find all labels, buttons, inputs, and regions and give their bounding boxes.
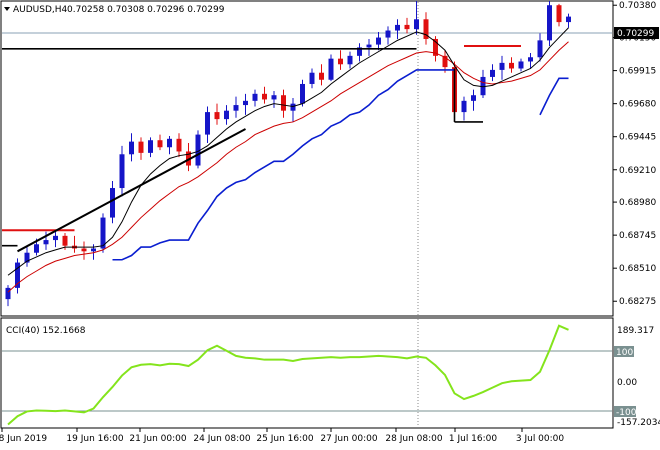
bear-candle <box>138 141 144 153</box>
cci-level-minus100-text: -100 <box>616 408 637 418</box>
cci-level-100-badge <box>614 346 634 357</box>
bear-candle <box>281 95 286 111</box>
bear-candle <box>319 72 324 80</box>
cci-line <box>7 324 569 426</box>
bull-candle <box>119 154 125 189</box>
bear-candle <box>338 58 343 65</box>
bull-candle <box>224 110 229 120</box>
bull-candle <box>518 61 524 69</box>
bull-candle <box>34 244 39 253</box>
symbol-dropdown-icon[interactable] <box>4 7 10 11</box>
bull-candle <box>395 24 400 31</box>
time-tick-label: 19 Jun 16:00 <box>66 434 123 444</box>
bull-candle <box>566 16 571 23</box>
bull-candle <box>461 100 467 113</box>
bull-candle <box>167 138 172 148</box>
bull-candle <box>205 112 210 135</box>
cci-min-label: -157.2034 <box>617 418 660 428</box>
bull-candle <box>471 95 476 101</box>
fast-moving-average-line <box>7 27 569 276</box>
bull-candle <box>271 95 277 100</box>
cci-indicator-label: CCI(40) 152.1668 <box>6 326 86 336</box>
bull-candle <box>24 252 30 263</box>
bull-candle <box>376 37 381 45</box>
bear-candle <box>509 62 514 69</box>
bull-candle <box>357 47 362 56</box>
bear-candle <box>556 5 562 23</box>
price-tick-label: 0.68510 <box>619 264 656 274</box>
time-tick-label: 27 Jun 00:00 <box>320 434 377 444</box>
bull-candle <box>53 235 58 241</box>
current-price-badge-text: 0.70299 <box>617 29 654 39</box>
bear-candle <box>404 24 410 30</box>
bull-candle <box>328 58 334 80</box>
time-tick-label: 25 Jun 16:00 <box>256 434 313 444</box>
bull-candle <box>110 188 115 218</box>
bull-candle <box>195 134 201 166</box>
bear-candle <box>433 38 438 56</box>
cci-level-100-text: 100 <box>616 348 633 358</box>
price-tick-label: 0.68980 <box>619 198 656 208</box>
price-tick-label: 0.69210 <box>619 166 656 176</box>
bull-candle <box>43 240 49 245</box>
bull-candle <box>15 262 20 288</box>
price-tick-label: 0.68745 <box>619 231 656 241</box>
time-tick-label: 1 Jul 16:00 <box>449 434 498 444</box>
bear-candle <box>157 140 163 148</box>
trendline-support <box>17 128 246 253</box>
ohlc-readout: 0.70258 0.70308 0.70296 0.70299 <box>67 5 225 15</box>
time-tick-label: 28 Jun 08:00 <box>385 434 442 444</box>
symbol-timeframe-label: AUDUSD,H4 <box>13 5 68 15</box>
bull-candle <box>91 248 96 252</box>
time-tick-label: 3 Jul 00:00 <box>516 434 565 444</box>
bull-candle <box>129 141 134 155</box>
bull-candle <box>252 93 258 101</box>
lower-channel-line <box>112 69 569 261</box>
bull-candle <box>300 83 305 104</box>
bull-candle <box>385 30 391 38</box>
bear-candle <box>262 93 267 100</box>
price-tick-label: 0.69915 <box>619 67 656 77</box>
bull-candle <box>366 44 372 48</box>
bear-candle <box>214 112 220 120</box>
main-pane-frame <box>0 0 614 317</box>
bear-candle <box>81 248 87 252</box>
time-tick-label: 21 Jun 00:00 <box>129 434 186 444</box>
price-tick-label: 0.68275 <box>619 297 656 307</box>
bull-candle <box>309 72 315 84</box>
bull-candle <box>480 76 486 96</box>
bull-candle <box>528 57 533 62</box>
bull-candle <box>490 69 495 77</box>
cci-pane-frame <box>0 317 614 429</box>
cci-level-minus100-badge <box>614 406 636 417</box>
bull-candle <box>347 55 353 65</box>
bull-candle <box>5 287 11 300</box>
bull-candle <box>547 5 552 41</box>
bear-candle <box>176 138 182 152</box>
price-tick-label: 0.69680 <box>619 100 656 110</box>
cci-max-label: 189.317 <box>617 326 654 336</box>
bull-candle <box>243 100 248 106</box>
bear-candle <box>442 55 448 68</box>
bull-candle <box>414 19 419 30</box>
bear-candle <box>62 235 68 246</box>
bull-candle <box>499 62 505 70</box>
bull-candle <box>148 140 153 153</box>
time-tick-label: 24 Jun 08:00 <box>193 434 250 444</box>
bull-candle <box>233 105 239 111</box>
slow-moving-average-line <box>7 41 569 293</box>
cci-level-0-text: 0.00 <box>617 378 637 388</box>
time-tick-label: 18 Jun 2019 <box>0 434 47 444</box>
bull-candle <box>100 217 106 249</box>
price-tick-label: 0.69445 <box>619 133 656 143</box>
bull-candle <box>290 103 296 111</box>
current-price-badge <box>614 27 659 39</box>
bull-candle <box>537 40 543 58</box>
bear-candle <box>423 19 429 39</box>
price-tick-label: 0.70380 <box>619 1 656 11</box>
